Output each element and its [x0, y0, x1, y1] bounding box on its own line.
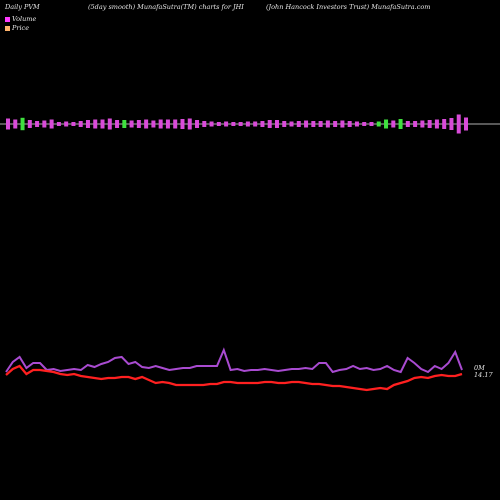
- volume-bar: [202, 121, 207, 127]
- volume-bar: [115, 120, 120, 128]
- volume-bar: [369, 122, 374, 126]
- volume-bar: [35, 121, 40, 127]
- volume-bar: [267, 120, 272, 128]
- volume-bar: [27, 120, 32, 128]
- legend-volume-swatch: [5, 16, 10, 22]
- volume-bar: [260, 121, 265, 127]
- volume-bar: [209, 121, 214, 127]
- volume-bar: [173, 119, 178, 129]
- volume-bar: [391, 120, 396, 128]
- volume-bar: [304, 120, 309, 128]
- volume-bar: [42, 120, 47, 128]
- chart-title-right: (John Hancock Investors Trust) MunafaSut…: [266, 3, 431, 11]
- volume-bar: [384, 119, 389, 129]
- volume-bar: [165, 119, 170, 129]
- volume-bar: [427, 120, 432, 128]
- legend-price-swatch: [5, 25, 10, 31]
- chart-title-left: Daily PVM: [5, 3, 40, 11]
- volume-bar: [231, 122, 236, 126]
- volume-bar: [144, 119, 149, 129]
- volume-bar: [195, 120, 200, 128]
- volume-bar: [13, 119, 18, 129]
- legend-volume-label: Volume: [12, 15, 37, 23]
- volume-bar: [245, 121, 250, 127]
- volume-bar: [187, 118, 192, 130]
- volume-bar: [289, 121, 294, 127]
- volume-bar: [340, 120, 345, 128]
- volume-bar: [318, 121, 323, 127]
- volume-bar: [449, 118, 454, 130]
- volume-bar: [216, 122, 221, 126]
- volume-bar: [274, 120, 279, 128]
- volume-bar: [311, 121, 316, 127]
- volume-bar: [224, 121, 229, 127]
- legend-price-label: Price: [12, 24, 30, 32]
- volume-bar: [296, 121, 301, 127]
- volume-axis-label: 0M: [474, 364, 485, 372]
- volume-bar: [398, 119, 403, 129]
- volume-bar: [376, 121, 381, 127]
- volume-bar: [405, 121, 410, 127]
- volume-bar: [107, 118, 112, 130]
- volume-bar: [434, 119, 439, 129]
- volume-bar: [129, 120, 134, 128]
- volume-bar: [85, 120, 90, 128]
- volume-bar: [6, 118, 10, 130]
- chart-title-center: (5day smooth) MunafaSutra(TM) charts for…: [88, 3, 244, 11]
- series-line-price: [5, 364, 463, 392]
- volume-bar: [64, 121, 69, 127]
- volume-bar: [93, 119, 98, 129]
- volume-bar: [20, 117, 25, 131]
- volume-bar: [442, 119, 447, 129]
- volume-bar: [456, 114, 461, 134]
- volume-bar: [282, 121, 287, 127]
- volume-bar: [100, 119, 105, 129]
- volume-bar: [136, 120, 141, 128]
- legend-volume: Volume: [5, 15, 36, 23]
- series-line-smooth: [5, 347, 463, 374]
- volume-bar: [151, 120, 156, 128]
- volume-bar: [253, 121, 258, 127]
- volume-bar: [158, 119, 163, 129]
- volume-bar: [413, 121, 418, 127]
- legend-price: Price: [5, 24, 29, 32]
- volume-bar: [325, 120, 330, 128]
- volume-bar: [122, 120, 127, 128]
- volume-bar: [347, 121, 352, 127]
- volume-bar: [49, 119, 54, 129]
- volume-bar: [56, 122, 61, 126]
- volume-bar: [420, 120, 425, 128]
- volume-bar: [354, 121, 359, 127]
- volume-bar: [464, 117, 468, 131]
- volume-bar: [78, 121, 83, 127]
- volume-bar: [333, 121, 338, 127]
- volume-bar: [238, 122, 243, 126]
- last-price-label: 14.17: [474, 371, 493, 379]
- volume-bar: [71, 122, 76, 126]
- volume-bar: [362, 122, 367, 126]
- volume-bar: [180, 119, 185, 129]
